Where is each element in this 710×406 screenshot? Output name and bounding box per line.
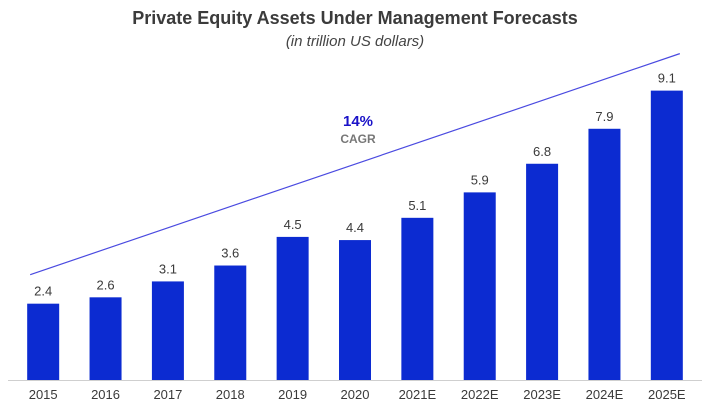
data-label-2023E: 6.8 — [533, 144, 551, 159]
x-tick-2016: 2016 — [91, 387, 120, 402]
bar-2016 — [89, 297, 122, 380]
data-label-2015: 2.4 — [34, 284, 52, 299]
x-tick-2024E: 2024E — [586, 387, 624, 402]
x-tick-2015: 2015 — [29, 387, 58, 402]
bar-2018 — [214, 265, 247, 380]
bar-2024E — [588, 128, 621, 380]
cagr-value: 14% — [343, 113, 373, 130]
bar-2015 — [27, 303, 60, 380]
data-labels-group: 2.4 2.6 3.1 3.6 4.5 4.4 5.1 5.9 6.8 7.9 9.1 — [34, 71, 676, 299]
x-tick-2019: 2019 — [278, 387, 307, 402]
data-label-2024E: 7.9 — [595, 109, 613, 124]
data-label-2017: 3.1 — [159, 261, 177, 276]
x-tick-2025E: 2025E — [648, 387, 686, 402]
bar-2021E — [401, 217, 434, 380]
bar-2019 — [276, 236, 309, 380]
x-tick-2021E: 2021E — [399, 387, 437, 402]
data-label-2016: 2.6 — [97, 277, 115, 292]
bar-2020 — [339, 240, 371, 380]
cagr-label: CAGR — [340, 132, 376, 146]
bar-2022E — [463, 192, 496, 380]
data-label-2022E: 5.9 — [471, 172, 489, 187]
bar-2017 — [151, 281, 184, 380]
data-label-2020: 4.4 — [346, 220, 364, 235]
x-tick-2017: 2017 — [153, 387, 182, 402]
data-label-2019: 4.5 — [284, 217, 302, 232]
chart-title: Private Equity Assets Under Management F… — [132, 8, 578, 28]
cagr-trend-line — [29, 53, 681, 276]
chart-subtitle: (in trillion US dollars) — [285, 33, 425, 50]
x-tick-2018: 2018 — [216, 387, 245, 402]
x-tick-labels-group: 2015 2016 2017 2018 2019 2020 2021E 2022E 2023E 2… — [29, 387, 686, 402]
x-tick-2022E: 2022E — [461, 387, 499, 402]
x-tick-2020: 2020 — [341, 387, 370, 402]
data-label-2025E: 9.1 — [658, 71, 676, 86]
bar-2023E — [526, 163, 559, 380]
data-label-2021E: 5.1 — [408, 198, 426, 213]
bar-2025E — [650, 90, 683, 381]
x-tick-2023E: 2023E — [523, 387, 561, 402]
data-label-2018: 3.6 — [221, 246, 239, 261]
bars-group — [27, 90, 683, 381]
